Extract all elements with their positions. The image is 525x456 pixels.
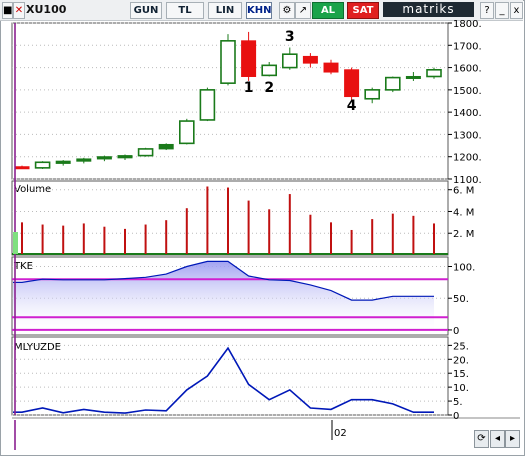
tke-title: TKE (13, 261, 33, 272)
price-tick-label: 1100. (453, 175, 482, 186)
tools-icon[interactable]: ⚙ (279, 2, 295, 19)
help-icon[interactable]: ? (480, 2, 494, 19)
mly-tick-label: 25. (453, 341, 469, 352)
candle-body (199, 89, 216, 121)
volume-tick-label: 6. M (453, 186, 474, 197)
candle-annotation: 1 (244, 80, 254, 96)
candle-body (261, 64, 278, 77)
window-close-icon[interactable]: x (510, 2, 523, 19)
minimize-icon[interactable]: _ (495, 2, 509, 19)
tke-line (13, 260, 434, 301)
candle-body (117, 155, 133, 159)
tke-area (13, 261, 434, 330)
candle-body (364, 89, 381, 100)
price-tick-label: 1800. (453, 19, 482, 30)
candle-body (76, 158, 92, 162)
mly-tick-label: 0 (453, 411, 459, 422)
currency-tl-button[interactable]: TL (166, 2, 204, 19)
candle-body (426, 69, 442, 78)
candle-body (158, 143, 174, 150)
candle-annotation: 2 (264, 80, 274, 96)
mly-tick-label: 20. (453, 355, 469, 366)
export-icon[interactable]: ↗ (295, 2, 311, 19)
panel-frame-4 (11, 336, 449, 416)
candle-body (302, 55, 318, 64)
price-tick-label: 1500. (453, 86, 482, 97)
candle-annotation: 3 (285, 29, 295, 45)
toolbar: ■ ✕ XU100 GUN TL LIN KHN ⚙ ↗ AL SAT matr… (0, 0, 523, 21)
mly-tick-label: 15. (453, 369, 469, 380)
candle-body (384, 76, 401, 91)
candle-body (179, 120, 195, 145)
mly-tick-label: 10. (453, 383, 469, 394)
candle-body (34, 161, 51, 169)
mly-tick-label: 5. (453, 397, 463, 408)
brand-logo: matriks (383, 2, 474, 17)
tke-tick-label: 0 (453, 326, 459, 337)
candle-body (323, 62, 339, 73)
tke-tick-label: 50. (453, 294, 469, 305)
x-tick-label: 02 (334, 428, 347, 439)
buy-button[interactable]: AL (312, 2, 344, 19)
mly-title: MLYUZDE (14, 342, 61, 353)
cursor-volume-marker (13, 232, 18, 254)
symbol-label[interactable]: XU100 (26, 3, 67, 16)
checkbox-icon[interactable]: ■ (2, 2, 13, 19)
scroll-left-icon[interactable]: ◂ (490, 430, 505, 448)
mly-line (13, 346, 434, 414)
candle-body (405, 75, 421, 79)
price-tick-label: 1200. (453, 153, 482, 164)
panel-frame-1 (11, 22, 449, 180)
tke-tick-label: 100. (453, 263, 475, 274)
candle-body (14, 166, 30, 170)
candle-body (220, 40, 236, 84)
volume-tick-label: 2. M (453, 229, 474, 240)
scale-linear-button[interactable]: LIN (208, 2, 242, 19)
price-tick-label: 1400. (453, 108, 482, 119)
price-tick-label: 1700. (453, 41, 482, 52)
panel-frame-3 (11, 256, 449, 336)
panel-frame-2 (11, 180, 449, 256)
refresh-icon[interactable]: ⟳ (474, 430, 489, 448)
volume-tick-label: 4. M (453, 207, 474, 218)
period-daily-button[interactable]: GUN (130, 2, 162, 19)
candle-body (55, 160, 71, 164)
close-icon[interactable]: ✕ (13, 2, 25, 19)
scroll-right-icon[interactable]: ▸ (505, 430, 520, 448)
candle-body (344, 69, 360, 98)
price-tick-label: 1300. (453, 130, 482, 141)
candle-body (137, 148, 154, 157)
candle-annotation: 4 (347, 98, 357, 114)
candle-body (281, 53, 298, 69)
chart-type-candle-button[interactable]: KHN (246, 2, 272, 19)
sell-button[interactable]: SAT (347, 2, 379, 19)
candle-body (241, 40, 257, 77)
price-tick-label: 1600. (453, 64, 482, 75)
candle-body (96, 156, 112, 160)
